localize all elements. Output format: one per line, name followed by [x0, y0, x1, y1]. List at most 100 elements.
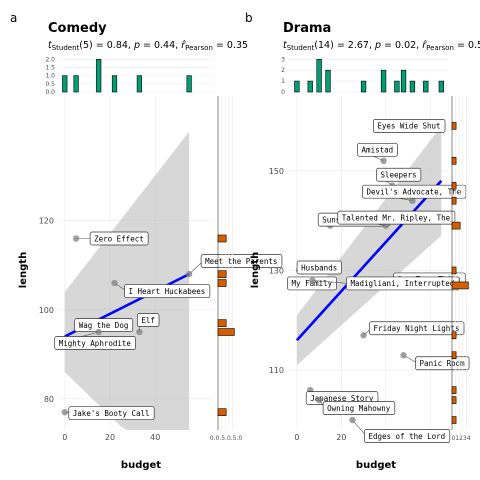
point-label-box — [376, 167, 422, 182]
y-histogram-drama: 01234 — [451, 96, 471, 442]
y-hist-bar — [451, 266, 457, 275]
label-leader — [312, 280, 349, 284]
y-hist-bar — [451, 221, 461, 230]
x-hist-bar — [400, 69, 407, 93]
y-hist-bar — [451, 181, 457, 190]
data-point — [315, 396, 323, 404]
x-tick-label: 0 — [62, 433, 67, 442]
subtitle-r: r̂ — [422, 40, 427, 51]
subtitle-p: p — [133, 40, 140, 51]
x-hist-bar — [96, 58, 102, 93]
x-hist-bar — [136, 75, 142, 93]
x-hist-bar — [380, 69, 387, 93]
subtitle-r: r̂ — [181, 40, 186, 51]
x-histogram-comedy: 0.00.51.0 1.52.0 — [45, 56, 214, 96]
x-tick-label: 20 — [105, 433, 115, 442]
x-hist-bar — [294, 80, 300, 93]
data-point — [111, 279, 118, 287]
y-axis-label-comedy: length — [18, 252, 29, 288]
x-hist-tick-label: 2.0 — [45, 56, 55, 63]
y-hist-bar — [217, 234, 227, 243]
y-histogram-comedy: 0.0.5.0.5.0 — [210, 96, 243, 442]
data-point — [309, 277, 316, 284]
y-hist-bar — [451, 351, 457, 360]
subtitle-pval: = 0.44, — [140, 40, 181, 51]
y-hist-bar — [217, 328, 235, 336]
point-label: Friday Night Lights — [374, 324, 460, 333]
y-hist-bar — [451, 122, 457, 130]
subtitle-p: p — [374, 40, 381, 51]
data-point — [380, 157, 387, 165]
y-hist-bar — [451, 396, 457, 404]
point-label-box — [322, 401, 396, 415]
y-hist-bar — [451, 157, 457, 165]
x-hist-bar — [360, 80, 367, 93]
y-hist-tick-labels: 0.0.5.0.5.0 — [210, 435, 243, 442]
x-hist-bar — [111, 75, 118, 93]
x-hist-tick-label: 1.5 — [45, 64, 55, 71]
subtitle-stat: (5) = 0.84, — [79, 40, 134, 51]
point-label: Edges of the Lord — [368, 432, 445, 441]
data-point — [95, 328, 102, 336]
x-hist-bar — [423, 80, 429, 93]
point-label-box — [74, 318, 134, 332]
point-label: Husbands — [301, 263, 337, 272]
x-hist-tick-label: 3 — [281, 56, 285, 63]
data-point — [61, 408, 68, 416]
data-point — [349, 416, 356, 424]
data-point — [409, 197, 416, 204]
point-label-box — [357, 142, 398, 157]
panel-tag-b: b — [245, 11, 253, 25]
point-label: Devil's Advocate, The — [366, 187, 461, 196]
data-point — [136, 328, 143, 336]
x-hist-bar — [73, 75, 79, 93]
x-hist-bar — [394, 80, 400, 93]
point-label-box — [337, 210, 456, 225]
subtitle-sub-pearson: Pearson — [426, 44, 454, 52]
x-hist-bar — [438, 80, 444, 93]
y-hist-bar — [217, 408, 227, 416]
point-label-box — [124, 284, 211, 298]
x-tick-label: 40 — [150, 433, 160, 442]
scatter-area-drama: 0204060110130150Eyes Wide ShutAmistadSle… — [269, 96, 470, 443]
x-histogram-drama: 0 1 2 3 — [281, 56, 448, 96]
point-label: I Heart Huckabees — [129, 287, 206, 296]
y-hist-bar — [451, 416, 457, 424]
x-hist-tick-label: 1.0 — [45, 73, 55, 80]
confidence-band — [64, 131, 190, 430]
point-label-box — [54, 336, 136, 350]
point-label-box — [137, 313, 160, 327]
x-axis-label-drama: budget — [356, 460, 396, 471]
subtitle-stat: (14) = 2.67, — [314, 40, 375, 51]
point-label: My Family — [292, 279, 333, 288]
point-label: Wag the Dog — [79, 321, 129, 330]
point-label: Owning Mahowny — [327, 404, 391, 413]
y-tick-label: 120 — [39, 217, 54, 226]
y-tick-label: 150 — [269, 167, 284, 176]
point-label: Eyes Wide Shut — [377, 122, 440, 131]
y-axis-label-drama: length — [250, 252, 261, 288]
point-label-box — [296, 260, 342, 275]
point-label: Madigliani, Interrupted — [350, 279, 454, 288]
point-label-box — [364, 429, 451, 443]
y-hist-bar — [217, 319, 227, 327]
chart-title-comedy: Comedy — [48, 21, 107, 36]
x-hist-bar — [325, 69, 331, 93]
y-tick-label: 100 — [39, 306, 54, 315]
point-label: Panic Room — [420, 359, 466, 368]
y-hist-bar — [451, 281, 469, 290]
x-hist-tick-label: 0 — [281, 89, 285, 96]
x-hist-tick-label: 0.5 — [45, 81, 55, 88]
x-hist-tick-label: 0.0 — [45, 89, 55, 96]
point-label-box — [68, 406, 155, 421]
subtitle-t: t — [48, 40, 53, 51]
panel-tag-a: a — [10, 11, 17, 25]
point-label-box — [89, 231, 149, 246]
chart-subtitle-comedy: tStudent(5) = 0.84, p = 0.44, r̂Pearson … — [48, 40, 248, 52]
subtitle-sub-student: Student — [287, 44, 315, 52]
point-label: Mighty Aphrodite — [59, 339, 132, 348]
x-tick-label: 0 — [294, 433, 299, 442]
subtitle-pval: = 0.02, — [381, 40, 422, 51]
x-hist-bar — [62, 75, 68, 93]
chart-subtitle-drama: tStudent(14) = 2.67, p = 0.02, r̂Pearson… — [283, 40, 480, 52]
